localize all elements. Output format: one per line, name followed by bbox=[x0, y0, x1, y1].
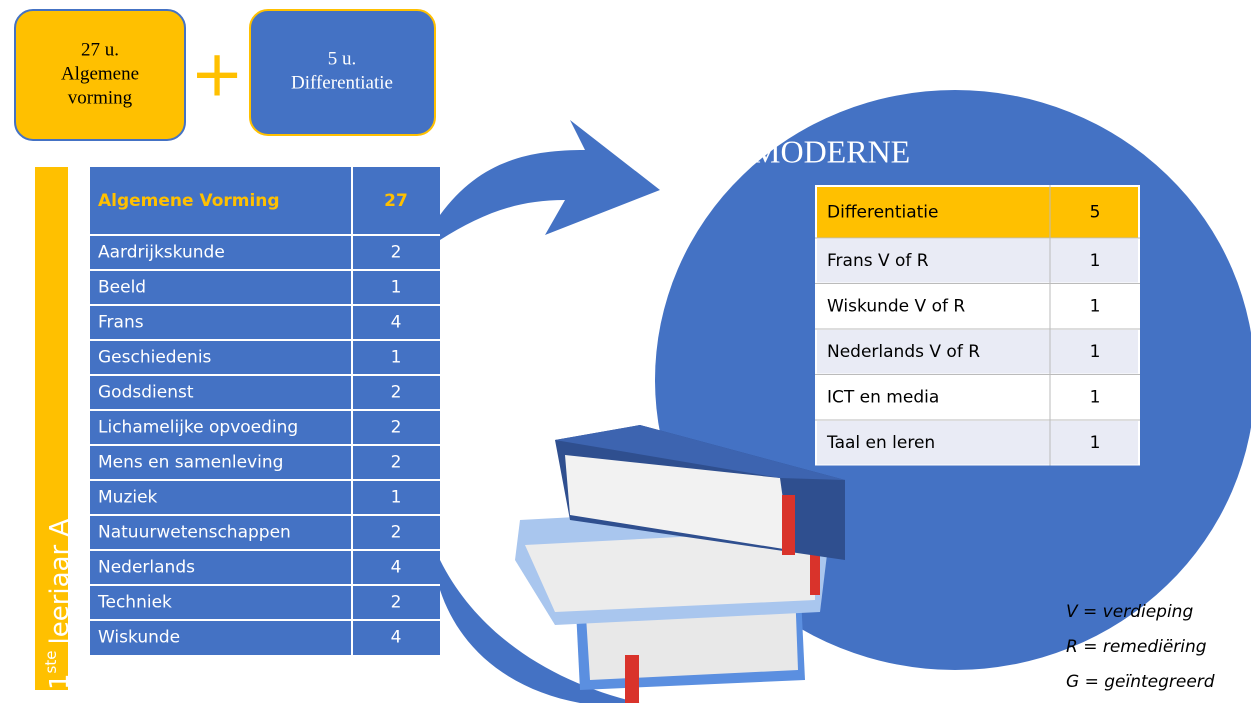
suffix: ste bbox=[42, 651, 60, 674]
cell: Nederlands bbox=[98, 558, 195, 578]
note: R = remediëring bbox=[1066, 637, 1207, 657]
row-bg bbox=[817, 421, 1138, 465]
cell: Lichamelijke opvoeding bbox=[98, 418, 298, 438]
vertical-bar bbox=[35, 167, 68, 690]
books bbox=[515, 425, 845, 703]
note: G = geïntegreerd bbox=[1066, 672, 1215, 692]
left-table: Algemene Vorming 27 Aardrijkskunde 2 Beeld 1 F… bbox=[90, 167, 440, 655]
row-bg bbox=[817, 284, 1138, 328]
cell: 1 bbox=[1090, 251, 1101, 271]
box-line: vorming bbox=[68, 87, 133, 108]
row-bg bbox=[817, 330, 1138, 374]
header-bg bbox=[817, 187, 1138, 238]
note: V = verdieping bbox=[1066, 602, 1193, 622]
cell: 2 bbox=[391, 523, 402, 543]
cell: 4 bbox=[391, 628, 402, 648]
label-text: leerjaar A bbox=[45, 519, 75, 645]
box-algemene bbox=[14, 9, 186, 141]
cell: 1 bbox=[1090, 342, 1101, 362]
cell: 2 bbox=[391, 593, 402, 613]
cell: 1 bbox=[1090, 433, 1101, 453]
vertical-label: 1ste leerjaar A bbox=[42, 519, 75, 690]
cell: Wiskunde V of R bbox=[827, 296, 965, 316]
row-bg bbox=[817, 239, 1138, 283]
cell: Muziek bbox=[98, 488, 158, 508]
notes: V = verdieping R = remediëring G = geïnteg… bbox=[1066, 602, 1215, 692]
cell: Wiskunde bbox=[98, 628, 180, 648]
cell: 2 bbox=[391, 418, 402, 438]
arrow bbox=[440, 120, 660, 240]
cell: Godsdienst bbox=[98, 383, 194, 403]
header-cell: 27 bbox=[384, 191, 408, 211]
cell: Nederlands V of R bbox=[827, 342, 980, 362]
cell: 4 bbox=[391, 313, 402, 333]
cell: ICT en media bbox=[827, 387, 939, 407]
cell: 2 bbox=[391, 243, 402, 263]
circle-title: MODERNE bbox=[752, 133, 910, 169]
cell: 1 bbox=[1090, 387, 1101, 407]
box-texts: 27 u. Algemene vorming 5 u. Differentiatie bbox=[61, 39, 393, 108]
arrow-tail bbox=[440, 560, 640, 703]
right-table: Differentiatie 5 Frans V of R 1 Wiskunde V o… bbox=[815, 185, 1140, 466]
cell: 2 bbox=[391, 383, 402, 403]
cell: Techniek bbox=[97, 593, 172, 613]
header-cell: Algemene Vorming bbox=[98, 191, 280, 211]
cell: Mens en samenleving bbox=[98, 453, 283, 473]
cell: Beeld bbox=[98, 278, 146, 298]
box-line: 27 u. bbox=[81, 39, 119, 60]
cell: 1 bbox=[391, 348, 402, 368]
number: 1 bbox=[45, 673, 75, 690]
header-cell: 5 bbox=[1090, 203, 1101, 223]
cell: Geschiedenis bbox=[98, 348, 212, 368]
box-line: Differentiatie bbox=[291, 72, 393, 93]
cell: 1 bbox=[391, 278, 402, 298]
cell: Natuurwetenschappen bbox=[98, 523, 291, 543]
cell: 1 bbox=[391, 488, 402, 508]
plus: + bbox=[190, 38, 244, 112]
header-cell: Differentiatie bbox=[827, 203, 939, 223]
cell: 1 bbox=[1090, 296, 1101, 316]
cell: Frans V of R bbox=[827, 251, 929, 271]
box-differentiatie bbox=[249, 9, 436, 136]
cell: Frans bbox=[98, 313, 144, 333]
row-bg bbox=[817, 375, 1138, 419]
box-line: 5 u. bbox=[328, 48, 357, 69]
box-line: Algemene bbox=[61, 63, 139, 84]
cell: Aardrijkskunde bbox=[98, 243, 225, 263]
cell: 2 bbox=[391, 453, 402, 473]
cell: 4 bbox=[391, 558, 402, 578]
cell: Taal en leren bbox=[826, 433, 935, 453]
